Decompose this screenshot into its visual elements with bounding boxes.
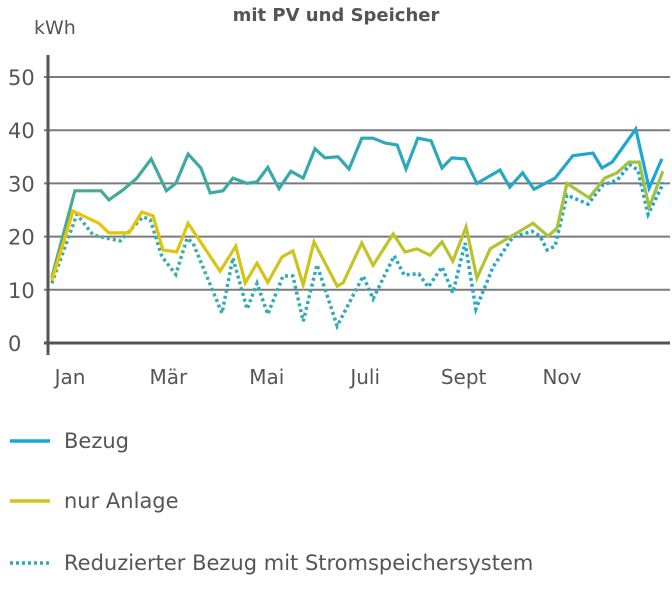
legend-item-bezug: Bezug — [10, 426, 129, 456]
y-tick-label: 10 — [8, 279, 35, 303]
y-tick-label: 40 — [8, 119, 35, 143]
x-tick-label: Mär — [150, 365, 189, 389]
x-tick-label: Mai — [249, 365, 284, 389]
legend-swatch-reduzierter-bezug — [10, 561, 50, 565]
series-line-reduzierter-bezug-mit-stromspeichersystem — [50, 162, 666, 331]
x-tick-label: Sept — [441, 365, 487, 389]
y-tick-label: 20 — [8, 226, 35, 250]
legend-swatch-bezug — [10, 439, 50, 443]
legend-label: Reduzierter Bezug mit Stromspeichersyste… — [64, 551, 534, 575]
y-tick-label: 0 — [8, 332, 21, 356]
x-tick-label: Nov — [542, 365, 581, 389]
legend-item-nur-anlage: nur Anlage — [10, 486, 179, 516]
series-line-bezug — [50, 125, 664, 279]
series-line-nur-anlage — [50, 160, 665, 292]
x-tick-label: Jan — [53, 365, 86, 389]
y-axis-label: kWh — [34, 17, 76, 39]
chart-title: mit PV und Speicher — [232, 5, 440, 26]
y-tick-label: 50 — [8, 66, 35, 90]
legend-swatch-nur-anlage — [10, 499, 50, 503]
y-tick-label: 30 — [8, 172, 35, 196]
legend-label: Bezug — [64, 429, 129, 453]
legend-item-reduzierter-bezug: Reduzierter Bezug mit Stromspeichersyste… — [10, 548, 533, 578]
x-tick-label: Juli — [348, 365, 380, 389]
legend-label: nur Anlage — [64, 489, 179, 513]
